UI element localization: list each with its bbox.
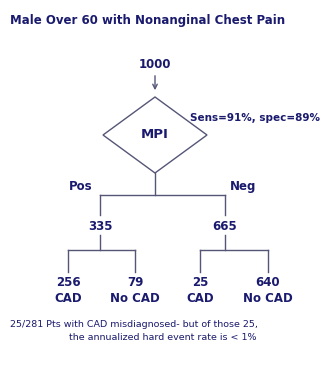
Text: CAD: CAD [54, 292, 82, 305]
Text: 256: 256 [56, 276, 80, 289]
Text: Pos: Pos [68, 180, 92, 193]
Text: 665: 665 [213, 220, 237, 233]
Text: No CAD: No CAD [110, 292, 160, 305]
Text: 25: 25 [192, 276, 208, 289]
Text: MPI: MPI [141, 128, 169, 141]
Text: CAD: CAD [186, 292, 214, 305]
Text: 25/281 Pts with CAD misdiagnosed- but of those 25,: 25/281 Pts with CAD misdiagnosed- but of… [10, 320, 258, 329]
Text: Sens=91%, spec=89%: Sens=91%, spec=89% [190, 113, 320, 123]
Text: 79: 79 [127, 276, 143, 289]
Text: Neg: Neg [230, 180, 256, 193]
Text: 1000: 1000 [139, 59, 171, 71]
Text: the annualized hard event rate is < 1%: the annualized hard event rate is < 1% [69, 333, 257, 342]
Text: Male Over 60 with Nonanginal Chest Pain: Male Over 60 with Nonanginal Chest Pain [10, 14, 285, 27]
Text: No CAD: No CAD [243, 292, 293, 305]
Text: 335: 335 [88, 220, 112, 233]
Text: 640: 640 [256, 276, 280, 289]
